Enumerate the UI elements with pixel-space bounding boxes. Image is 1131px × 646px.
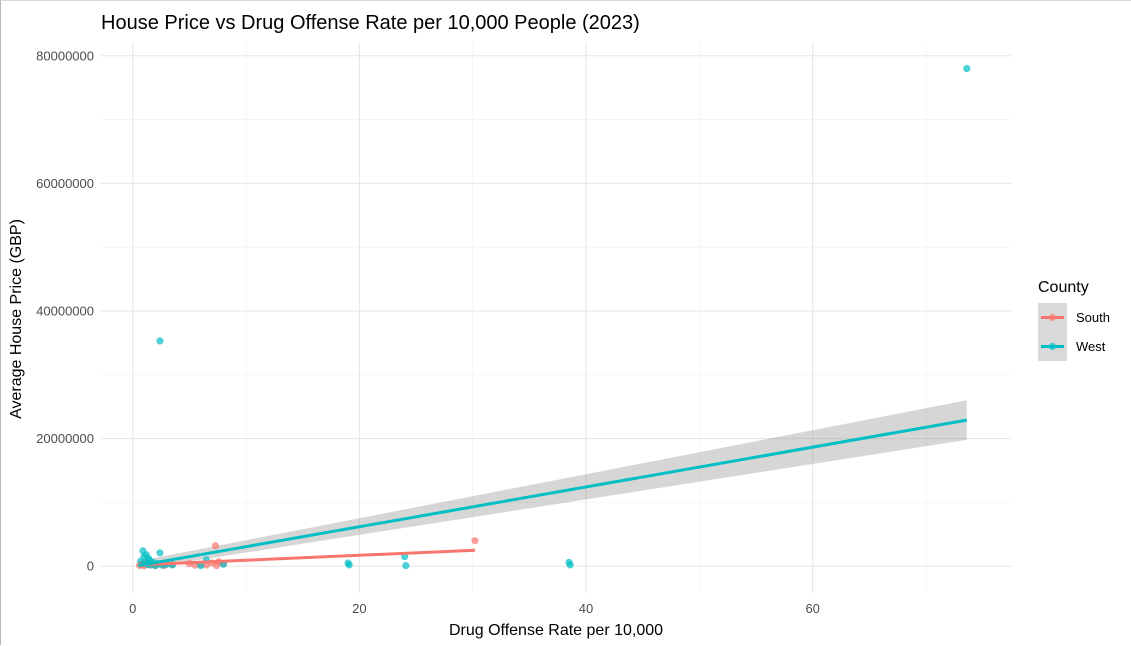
confidence-bands: [138, 400, 967, 570]
x-axis-title: Drug Offense Rate per 10,000: [449, 622, 663, 639]
west-fit-line: [138, 418, 968, 568]
y-tick-label: 60000000: [36, 176, 94, 191]
y-axis-title: Average House Price (GBP): [8, 219, 25, 419]
west-point: [963, 64, 971, 73]
west-point: [402, 561, 410, 570]
y-tick-label: 20000000: [36, 431, 94, 446]
legend-point-west: [1048, 342, 1057, 351]
y-tick-label: 80000000: [36, 48, 94, 63]
x-tick-label: 40: [579, 601, 593, 616]
legend-point-south: [1048, 313, 1057, 322]
west-point: [566, 561, 574, 569]
x-tick-label: 0: [129, 601, 136, 616]
legend: County South West: [1038, 279, 1110, 361]
south-point: [471, 537, 479, 545]
west-point: [156, 337, 164, 345]
x-tick-label: 20: [352, 601, 366, 616]
south-fit-line: [138, 548, 476, 567]
west-confidence-band: [138, 400, 967, 570]
y-tick-label: 0: [87, 559, 94, 574]
west-point: [345, 561, 353, 569]
grid: [101, 43, 1011, 593]
y-tick-label: 40000000: [36, 303, 94, 318]
fit-lines: [138, 418, 968, 568]
chart-title: House Price vs Drug Offense Rate per 10,…: [101, 12, 640, 34]
x-tick-label: 60: [805, 601, 819, 616]
legend-label-west: West: [1076, 339, 1106, 354]
legend-label-south: South: [1076, 310, 1110, 325]
west-point: [156, 549, 164, 557]
south-point: [211, 542, 220, 550]
legend-title: County: [1038, 279, 1089, 296]
tick-labels: 0 20 40 60 0 20000000 40000000 60000000 80000000: [36, 48, 820, 616]
